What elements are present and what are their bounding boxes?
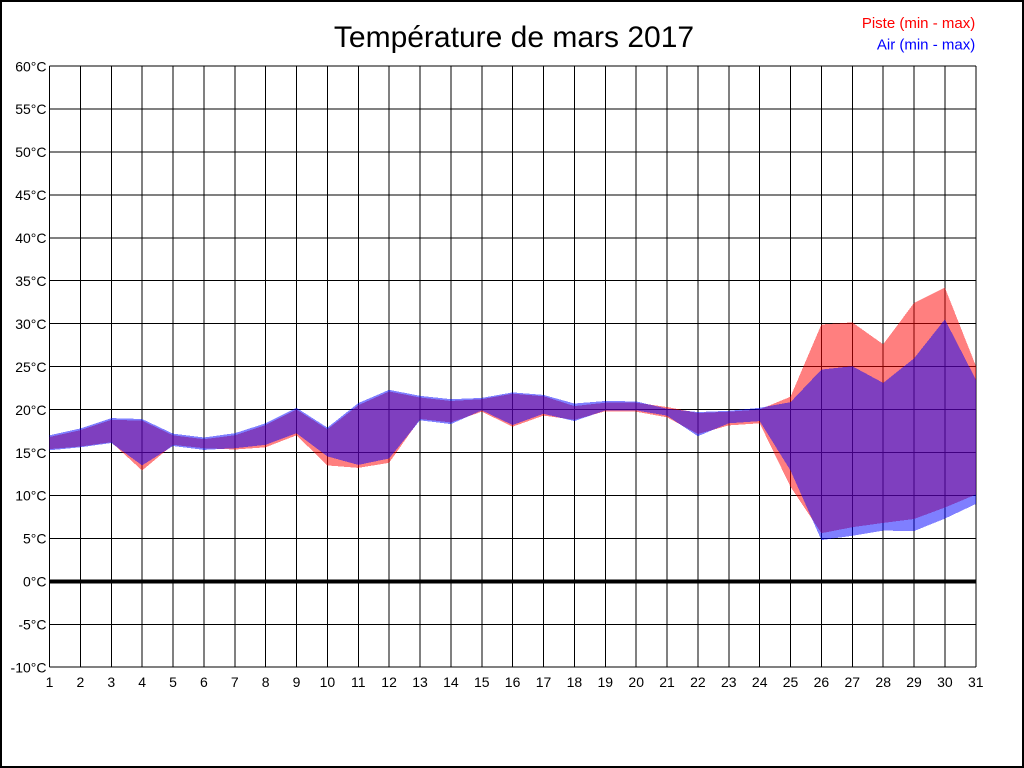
svg-text:22: 22 xyxy=(690,674,706,690)
svg-text:1: 1 xyxy=(46,674,54,690)
svg-text:14: 14 xyxy=(443,674,459,690)
svg-text:Piste (min - max): Piste (min - max) xyxy=(862,15,975,32)
svg-text:26: 26 xyxy=(814,674,830,690)
svg-text:30: 30 xyxy=(937,674,953,690)
svg-text:20: 20 xyxy=(628,674,644,690)
svg-text:15°C: 15°C xyxy=(15,445,46,461)
svg-text:16: 16 xyxy=(505,674,521,690)
svg-text:11: 11 xyxy=(351,674,366,690)
svg-text:2: 2 xyxy=(77,674,85,690)
svg-text:15: 15 xyxy=(474,674,490,690)
svg-text:4: 4 xyxy=(138,674,146,690)
svg-text:27: 27 xyxy=(845,674,861,690)
svg-text:50°C: 50°C xyxy=(15,144,46,160)
svg-text:45°C: 45°C xyxy=(15,187,46,203)
svg-text:Température de mars 2017: Température de mars 2017 xyxy=(334,21,694,54)
svg-text:60°C: 60°C xyxy=(15,58,46,74)
svg-text:3: 3 xyxy=(107,674,115,690)
svg-text:18: 18 xyxy=(567,674,583,690)
svg-text:31: 31 xyxy=(968,674,984,690)
svg-text:55°C: 55°C xyxy=(15,101,46,117)
svg-text:7: 7 xyxy=(231,674,239,690)
svg-text:-5°C: -5°C xyxy=(18,617,46,633)
svg-text:25: 25 xyxy=(783,674,799,690)
svg-text:13: 13 xyxy=(412,674,428,690)
svg-text:10: 10 xyxy=(320,674,336,690)
svg-text:17: 17 xyxy=(536,674,552,690)
svg-text:19: 19 xyxy=(598,674,614,690)
svg-text:6: 6 xyxy=(200,674,208,690)
svg-text:0°C: 0°C xyxy=(23,574,47,590)
svg-text:-10°C: -10°C xyxy=(11,660,47,676)
svg-text:20°C: 20°C xyxy=(15,402,46,418)
svg-text:Air (min - max): Air (min - max) xyxy=(877,36,975,53)
svg-text:35°C: 35°C xyxy=(15,273,46,289)
svg-text:28: 28 xyxy=(875,674,891,690)
svg-text:9: 9 xyxy=(293,674,301,690)
svg-text:21: 21 xyxy=(659,674,675,690)
svg-text:12: 12 xyxy=(381,674,397,690)
svg-text:23: 23 xyxy=(721,674,737,690)
svg-text:5°C: 5°C xyxy=(23,531,47,547)
svg-text:24: 24 xyxy=(752,674,768,690)
svg-text:30°C: 30°C xyxy=(15,316,46,332)
svg-text:10°C: 10°C xyxy=(15,488,46,504)
svg-text:5: 5 xyxy=(169,674,177,690)
svg-text:25°C: 25°C xyxy=(15,359,46,375)
svg-text:29: 29 xyxy=(906,674,922,690)
svg-text:8: 8 xyxy=(262,674,270,690)
svg-text:40°C: 40°C xyxy=(15,230,46,246)
